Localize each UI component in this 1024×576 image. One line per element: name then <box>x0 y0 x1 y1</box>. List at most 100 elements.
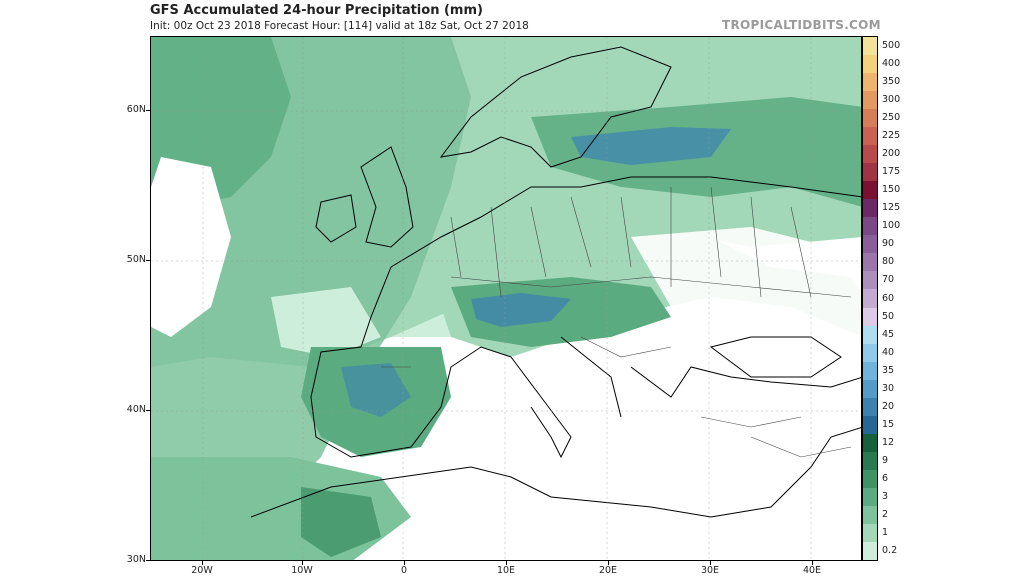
colorbar-swatch <box>863 451 877 471</box>
colorbar-label: 80 <box>882 256 895 268</box>
lon-tick-10e <box>506 561 507 565</box>
colorbar-swatch <box>863 217 877 236</box>
colorbar-label: 500 <box>882 40 901 52</box>
precipitation-map <box>150 36 862 561</box>
colorbar-label: 2 <box>882 508 889 520</box>
colorbar-label: 350 <box>882 76 901 88</box>
colorbar-label: 225 <box>882 130 901 142</box>
colorbar-swatch <box>863 163 877 182</box>
colorbar-label: 300 <box>882 94 901 106</box>
brand-label: TROPICALTIDBITS.COM <box>722 18 881 32</box>
colorbar-swatch <box>863 397 877 417</box>
lon-tick-20w <box>202 561 203 565</box>
lat-label-60n: 60N <box>126 104 146 115</box>
lon-tick-0 <box>404 561 405 565</box>
coastline-continent <box>310 176 861 459</box>
colorbar-swatch <box>863 289 877 308</box>
lon-tick-10w <box>302 561 303 565</box>
lon-label-20e: 20E <box>598 565 618 576</box>
colorbar-swatch <box>863 109 877 128</box>
colorbar-label: 0.2 <box>882 544 898 556</box>
colorbar-label: 50 <box>882 310 895 322</box>
colorbar-label: 35 <box>882 364 895 376</box>
colorbar-swatch <box>863 505 877 525</box>
dry-patch-biscay <box>271 287 381 357</box>
colorbar-label: 1 <box>882 526 889 538</box>
lat-tick-60n <box>146 110 150 111</box>
iberia-core <box>341 363 411 417</box>
coastline-scandinavia <box>439 46 672 168</box>
coastline-black-sea <box>709 336 842 378</box>
colorbar-swatch <box>863 469 877 489</box>
colorbar-swatch <box>863 235 877 254</box>
north-africa-core <box>301 487 381 557</box>
baltic-core <box>571 127 731 165</box>
colorbar-swatch <box>863 415 877 435</box>
lat-tick-30n <box>146 560 150 561</box>
colorbar-swatch <box>863 127 877 146</box>
graticule <box>151 37 861 560</box>
colorbar-swatch <box>863 91 877 110</box>
coastline-britain <box>360 146 414 248</box>
map-subtitle: Init: 00z Oct 23 2018 Forecast Hour: [11… <box>150 20 529 32</box>
colorbar-label: 150 <box>882 184 901 196</box>
colorbar-swatch <box>863 433 877 453</box>
map-title: GFS Accumulated 24-hour Precipitation (m… <box>150 3 483 18</box>
colorbar-swatch <box>863 523 877 543</box>
lon-label-30e: 30E <box>700 565 720 576</box>
colorbar-swatch <box>863 541 877 561</box>
colorbar-label: 90 <box>882 238 895 250</box>
lat-tick-50n <box>146 260 150 261</box>
lon-label-0: 0 <box>400 565 408 576</box>
map-canvas <box>151 37 861 560</box>
colorbar-label: 400 <box>882 58 901 70</box>
lon-label-10w: 10W <box>291 565 313 576</box>
colorbar-swatch <box>863 199 877 218</box>
colorbar-swatch <box>863 37 877 56</box>
lat-label-40n: 40N <box>126 404 146 415</box>
colorbar-swatch <box>863 55 877 74</box>
colorbar-swatch <box>863 181 877 200</box>
colorbar-label: 6 <box>882 472 889 484</box>
lat-label-30n: 30N <box>126 554 146 565</box>
colorbar-label: 3 <box>882 490 889 502</box>
colorbar-label: 60 <box>882 292 895 304</box>
lon-label-20w: 20W <box>191 565 213 576</box>
coastline-ireland <box>315 194 357 243</box>
colorbar-swatch <box>863 271 877 290</box>
colorbar-label: 175 <box>882 166 901 178</box>
lat-label-50n: 50N <box>126 254 146 265</box>
colorbar-swatch <box>863 361 877 381</box>
lon-label-40e: 40E <box>802 565 822 576</box>
lon-tick-20e <box>608 561 609 565</box>
colorbar-label: 200 <box>882 148 901 160</box>
dry-mediterranean <box>411 357 861 560</box>
colorbar-swatch <box>863 325 877 345</box>
colorbar-swatch <box>863 145 877 164</box>
colorbar-label: 45 <box>882 328 895 340</box>
lon-label-10e: 10E <box>496 565 516 576</box>
colorbar-label: 250 <box>882 112 901 124</box>
colorbar-label: 40 <box>882 346 895 358</box>
colorbar-label: 9 <box>882 454 889 466</box>
colorbar-label: 100 <box>882 220 901 232</box>
dry-east-europe <box>631 227 861 347</box>
precip-colorbar <box>862 36 878 561</box>
country-borders <box>381 186 852 458</box>
colorbar-swatch <box>863 379 877 399</box>
colorbar-swatch <box>863 73 877 92</box>
alps-band <box>451 277 671 347</box>
colorbar-swatch <box>863 487 877 507</box>
colorbar-label: 15 <box>882 418 895 430</box>
coastline-africa <box>250 427 861 518</box>
colorbar-swatch <box>863 343 877 363</box>
lat-tick-40n <box>146 410 150 411</box>
colorbar-swatch <box>863 253 877 272</box>
alps-core <box>471 293 571 327</box>
colorbar-label: 12 <box>882 436 895 448</box>
dry-patch-atlantic <box>151 157 231 337</box>
lon-tick-40e <box>812 561 813 565</box>
colorbar-label: 20 <box>882 400 895 412</box>
colorbar-label: 70 <box>882 274 895 286</box>
lon-tick-30e <box>710 561 711 565</box>
